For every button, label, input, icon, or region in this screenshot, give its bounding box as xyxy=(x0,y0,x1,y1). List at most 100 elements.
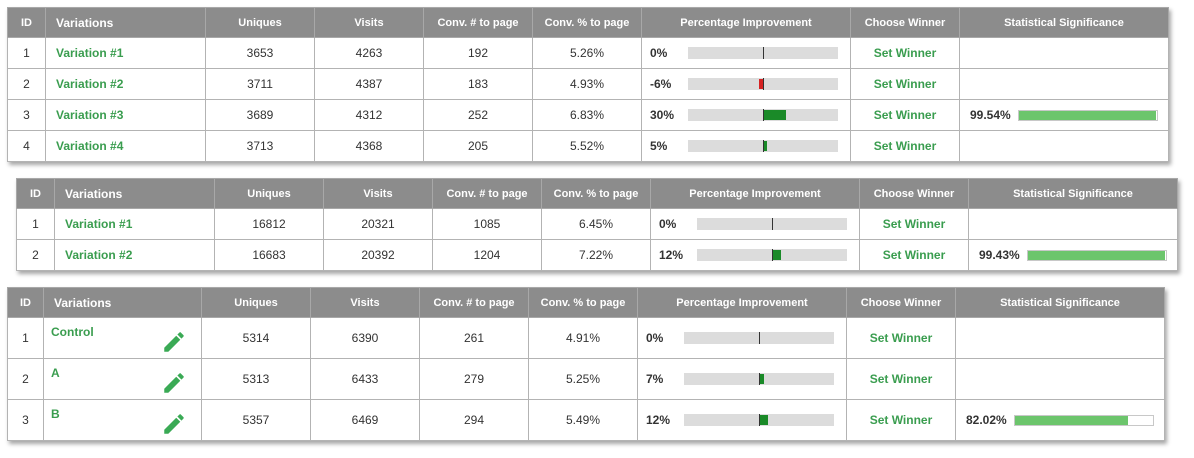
variation-name[interactable]: B xyxy=(51,407,60,421)
table-row: 3 Variation #3 3689 4312 252 6.83% 30% S… xyxy=(7,99,1169,131)
conv-pct-cell: 6.45% xyxy=(541,208,651,240)
pencil-icon[interactable] xyxy=(161,370,187,396)
improvement-bar xyxy=(688,47,838,59)
variation-name[interactable]: Variation #2 xyxy=(54,239,215,271)
header-visits: Visits xyxy=(323,178,433,209)
header-variations: Variations xyxy=(54,178,215,209)
improvement-bar xyxy=(697,249,847,261)
uniques-cell: 3713 xyxy=(205,130,315,162)
improvement-label: 0% xyxy=(646,331,664,345)
improvement-cell: 0% xyxy=(650,208,860,240)
conv-pct-cell: 5.26% xyxy=(532,37,642,69)
conv-pct-cell: 6.83% xyxy=(532,99,642,131)
header-id: ID xyxy=(7,287,44,318)
significance-label: 99.54% xyxy=(970,108,1011,122)
variation-name-cell: Control xyxy=(43,317,202,359)
header-uniques: Uniques xyxy=(214,178,324,209)
conv-count-cell: 294 xyxy=(419,399,529,441)
table-row: 1 Variation #1 16812 20321 1085 6.45% 0%… xyxy=(16,208,1178,240)
variation-name[interactable]: A xyxy=(51,366,60,380)
set-winner-button[interactable]: Set Winner xyxy=(859,208,969,240)
pencil-icon[interactable] xyxy=(161,411,187,437)
uniques-cell: 16812 xyxy=(214,208,324,240)
improvement-label: 12% xyxy=(646,413,671,427)
improvement-bar xyxy=(688,109,838,121)
table-row: 4 Variation #4 3713 4368 205 5.52% 5% Se… xyxy=(7,130,1169,162)
improvement-fill xyxy=(763,110,786,120)
visits-cell: 4263 xyxy=(314,37,424,69)
conv-pct-cell: 4.91% xyxy=(528,317,638,359)
row-id: 1 xyxy=(7,37,46,69)
improvement-label: -6% xyxy=(650,77,672,91)
improvement-baseline xyxy=(759,373,760,385)
significance-fill xyxy=(1019,110,1157,120)
significance-cell xyxy=(959,130,1169,162)
conv-pct-cell: 7.22% xyxy=(541,239,651,271)
header-conv-count: Conv. # to page xyxy=(432,178,542,209)
row-id: 4 xyxy=(7,130,46,162)
improvement-cell: 0% xyxy=(637,317,847,359)
improvement-bar xyxy=(684,414,834,426)
visits-cell: 6469 xyxy=(310,399,420,441)
set-winner-button[interactable]: Set Winner xyxy=(846,358,956,400)
table-row: 1 Variation #1 3653 4263 192 5.26% 0% Se… xyxy=(7,37,1169,69)
conv-count-cell: 252 xyxy=(423,99,533,131)
variation-name[interactable]: Control xyxy=(51,325,94,339)
pencil-icon[interactable] xyxy=(161,329,187,355)
improvement-bar xyxy=(684,332,834,344)
significance-cell: 82.02% xyxy=(955,399,1165,441)
improvement-baseline xyxy=(759,332,760,344)
variation-name[interactable]: Variation #1 xyxy=(54,208,215,240)
variation-name[interactable]: Variation #2 xyxy=(45,68,206,100)
set-winner-button[interactable]: Set Winner xyxy=(850,130,960,162)
improvement-cell: 30% xyxy=(641,99,851,131)
conv-count-cell: 1204 xyxy=(432,239,542,271)
improvement-fill xyxy=(772,250,781,260)
significance-bar xyxy=(1018,109,1158,121)
significance-fill xyxy=(1015,415,1129,425)
significance-bar xyxy=(1014,414,1154,426)
improvement-label: 0% xyxy=(659,217,677,231)
improvement-baseline xyxy=(763,140,764,152)
header-conv-pct: Conv. % to page xyxy=(528,287,638,318)
uniques-cell: 16683 xyxy=(214,239,324,271)
set-winner-button[interactable]: Set Winner xyxy=(850,68,960,100)
conv-count-cell: 1085 xyxy=(432,208,542,240)
table-row: 3 B 5357 6469 294 5.49% 12% Set Winner 8… xyxy=(7,399,1165,441)
header-uniques: Uniques xyxy=(201,287,311,318)
header-winner: Choose Winner xyxy=(850,7,960,38)
header-significance: Statistical Significance xyxy=(968,178,1178,209)
set-winner-button[interactable]: Set Winner xyxy=(846,317,956,359)
improvement-label: 0% xyxy=(650,46,668,60)
set-winner-button[interactable]: Set Winner xyxy=(846,399,956,441)
significance-cell xyxy=(959,37,1169,69)
header-row: ID Variations Uniques Visits Conv. # to … xyxy=(16,178,1178,209)
significance-cell xyxy=(955,358,1165,400)
visits-cell: 4387 xyxy=(314,68,424,100)
results-table-1: ID Variations Uniques Visits Conv. # to … xyxy=(7,7,1169,162)
significance-cell xyxy=(968,208,1178,240)
variation-name[interactable]: Variation #3 xyxy=(45,99,206,131)
significance-label: 99.43% xyxy=(979,248,1020,262)
variation-name[interactable]: Variation #1 xyxy=(45,37,206,69)
set-winner-button[interactable]: Set Winner xyxy=(850,37,960,69)
header-variations: Variations xyxy=(45,7,206,38)
header-row: ID Variations Uniques Visits Conv. # to … xyxy=(7,287,1165,318)
header-improvement: Percentage Improvement xyxy=(641,7,851,38)
set-winner-button[interactable]: Set Winner xyxy=(859,239,969,271)
header-row: ID Variations Uniques Visits Conv. # to … xyxy=(7,7,1169,38)
header-conv-pct: Conv. % to page xyxy=(541,178,651,209)
conv-count-cell: 279 xyxy=(419,358,529,400)
significance-label: 82.02% xyxy=(966,413,1007,427)
improvement-baseline xyxy=(763,109,764,121)
set-winner-button[interactable]: Set Winner xyxy=(850,99,960,131)
uniques-cell: 5357 xyxy=(201,399,311,441)
improvement-label: 7% xyxy=(646,372,664,386)
header-conv-count: Conv. # to page xyxy=(423,7,533,38)
header-id: ID xyxy=(7,7,46,38)
visits-cell: 20321 xyxy=(323,208,433,240)
variation-name[interactable]: Variation #4 xyxy=(45,130,206,162)
row-id: 3 xyxy=(7,99,46,131)
header-visits: Visits xyxy=(310,287,420,318)
significance-bar xyxy=(1027,249,1167,261)
